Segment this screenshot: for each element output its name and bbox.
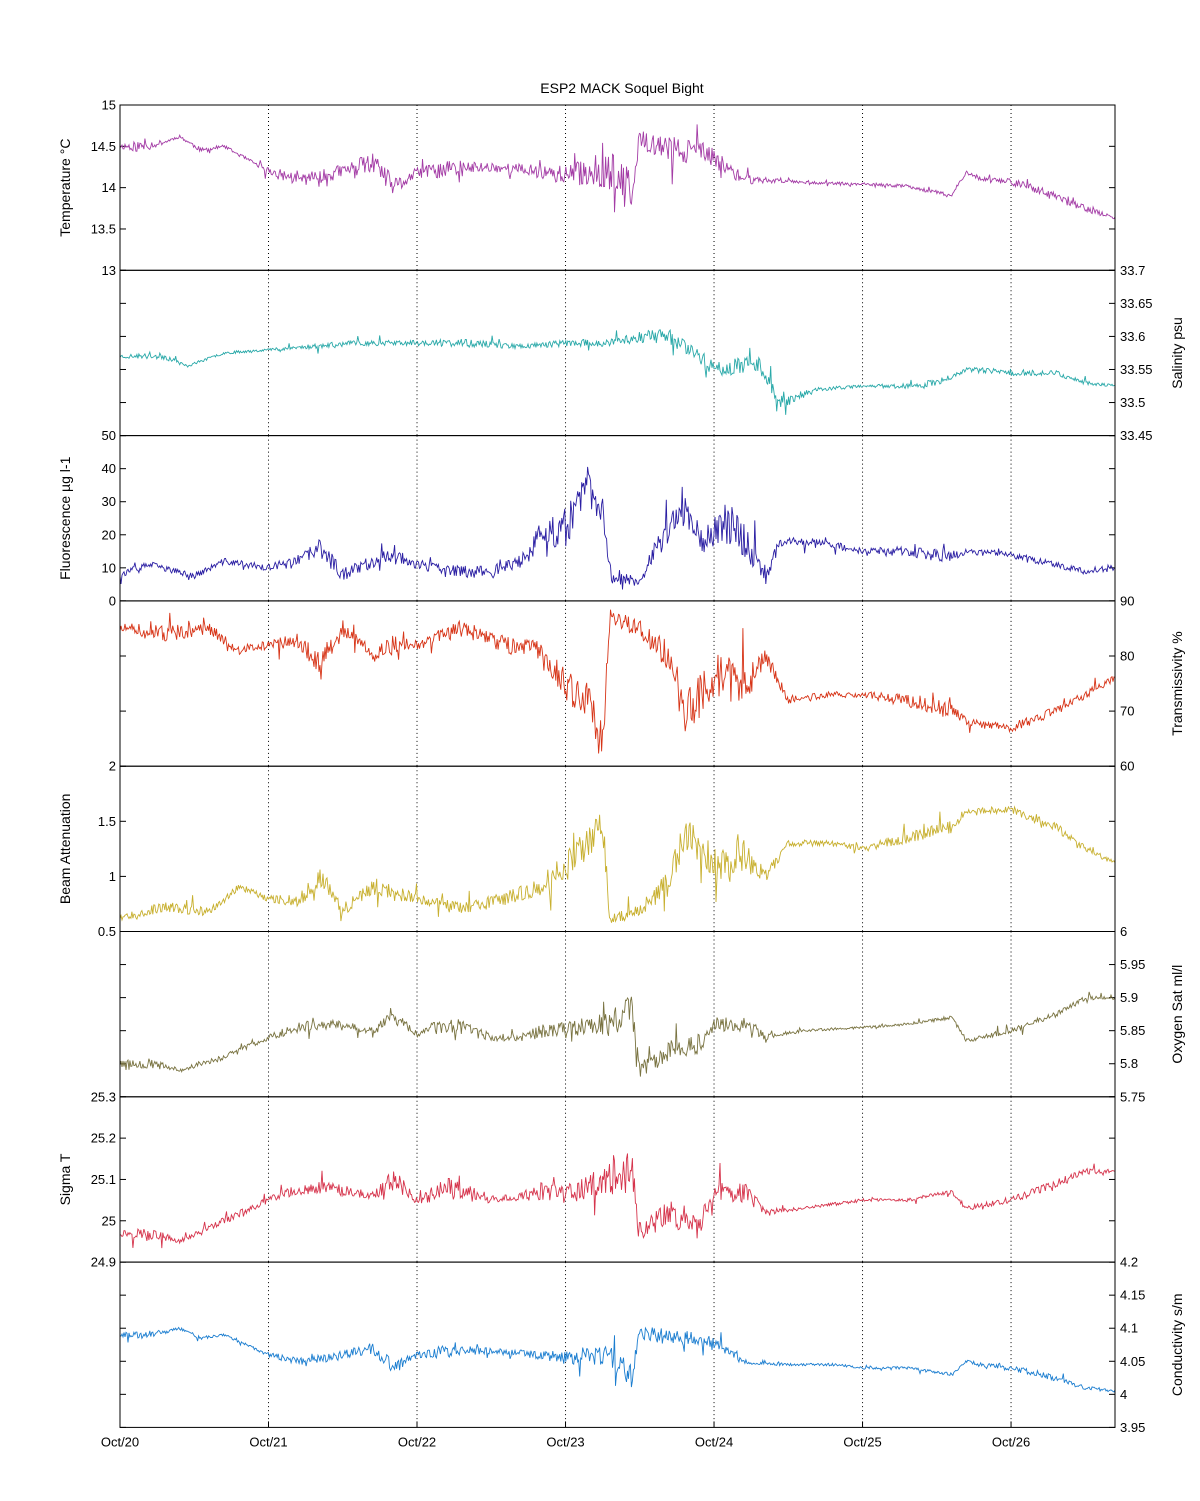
ytick-label: 20 [102,527,116,542]
ytick-label: 24.9 [91,1255,116,1270]
ytick-label: 80 [1120,649,1134,664]
y-axis-title: Beam Attenuation [57,794,73,905]
xtick-label: Oct/26 [992,1434,1030,1449]
series-line-conductivity [119,1326,1116,1393]
y-axis-title: Salinity psu [1169,317,1185,389]
ytick-label: 70 [1120,704,1134,719]
panel-frame [119,931,1116,1098]
ytick-label: 13 [102,263,116,278]
y-axis-title: Conductivity s/m [1169,1293,1185,1396]
ytick-label: 1 [109,869,116,884]
ytick-label: 40 [102,461,116,476]
panel-transmissivity: 60 70 80 90 Transmissivity % [119,593,1185,774]
ytick-label: 2 [109,759,116,774]
panel-frame [119,765,1116,933]
ytick-label: 5.9 [1120,990,1138,1005]
ytick-label: 60 [1120,759,1134,774]
ytick-label: 0.5 [98,924,116,939]
ytick-label: 25.2 [91,1131,116,1146]
panel-frame [119,1096,1116,1263]
y-axis-title: Sigma T [57,1153,73,1205]
ytick-label: 15 [102,98,116,113]
panel-frame [119,269,1116,437]
ytick-label: 3.95 [1120,1420,1145,1435]
y-axis-title: Temperature °C [57,139,73,237]
ytick-label: 33.6 [1120,329,1145,344]
ytick-label: 5.75 [1120,1089,1145,1104]
ytick-label: 33.45 [1120,428,1153,443]
ytick-label: 90 [1120,593,1134,608]
ytick-label: 0 [109,593,116,608]
xtick-label: Oct/23 [546,1434,584,1449]
series-line-sigma_t [119,1153,1116,1249]
ytick-label: 10 [102,560,116,575]
xtick-label: Oct/25 [843,1434,881,1449]
ytick-label: 25.1 [91,1172,116,1187]
panel-frame [119,435,1116,602]
xtick-label: Oct/20 [101,1434,139,1449]
ytick-label: 33.5 [1120,395,1145,410]
series-line-fluorescence [119,466,1116,590]
panel-conductivity: 3.95 4 4.05 4.1 4.15 4.2 Conductivity s/m [119,1255,1185,1435]
ytick-label: 33.55 [1120,362,1153,377]
xtick-label: Oct/24 [695,1434,733,1449]
ytick-label: 6 [1120,924,1127,939]
ytick-label: 5.95 [1120,957,1145,972]
ytick-label: 33.7 [1120,263,1145,278]
ytick-label: 13.5 [91,221,116,236]
ytick-label: 5.85 [1120,1023,1145,1038]
panel-salinity: 33.45 33.5 33.55 33.6 33.65 33.7 Salinity psu [119,263,1185,443]
ytick-label: 25.3 [91,1089,116,1104]
series-line-salinity [119,328,1115,415]
figure-title: ESP2 MACK Soquel Bight [540,80,704,96]
ytick-label: 5.8 [1120,1056,1138,1071]
ytick-label: 14 [102,180,116,195]
ytick-label: 33.65 [1120,296,1153,311]
panel-beam_attenuation: 0.5 1 1.5 2 Beam Attenuation [57,759,1116,939]
ytick-label: 4.05 [1120,1354,1145,1369]
panel-sigma_t: 24.9 25 25.1 25.2 25.3 Sigma T [57,1089,1116,1270]
xtick-label: Oct/21 [249,1434,287,1449]
y-axis-title: Oxygen Sat ml/l [1169,965,1185,1064]
series-line-beam_attenuation [119,805,1116,923]
ytick-label: 25 [102,1213,116,1228]
ytick-label: 4.1 [1120,1321,1138,1336]
series-line-temperature [119,124,1116,220]
panel-frame [119,600,1116,767]
ytick-label: 4 [1120,1387,1127,1402]
y-axis-title: Transmissivity % [1169,631,1185,736]
panel-temperature: 13 13.5 14 14.5 15 Temperature °C [57,98,1116,278]
ytick-label: 4.15 [1120,1288,1145,1303]
panel-fluorescence: 0 10 20 30 40 50 Fluorescence µg l-1 [57,428,1116,608]
ytick-label: 30 [102,494,116,509]
ytick-label: 1.5 [98,814,116,829]
ytick-label: 50 [102,428,116,443]
ytick-label: 4.2 [1120,1255,1138,1270]
panel-oxygen_sat: 5.75 5.8 5.85 5.9 5.95 6 Oxygen Sat ml/l [119,924,1185,1104]
y-axis-title: Fluorescence µg l-1 [57,456,73,579]
series-line-oxygen_sat [119,991,1116,1077]
ytick-label: 14.5 [91,139,116,154]
panel-frame [119,1261,1116,1428]
xtick-label: Oct/22 [398,1434,436,1449]
series-line-transmissivity [119,609,1116,754]
